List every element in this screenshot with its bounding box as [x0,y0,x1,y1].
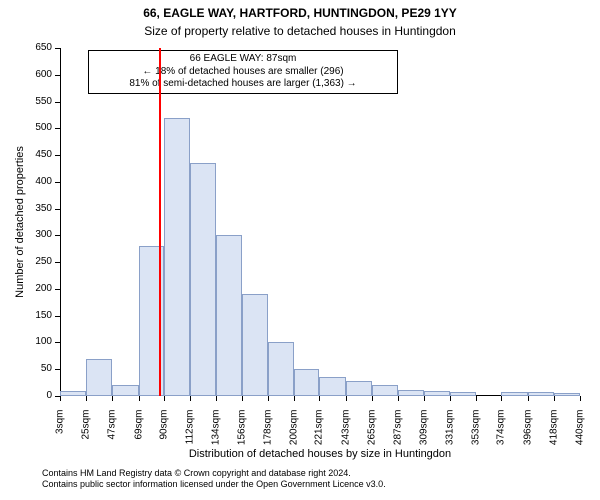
histogram-bar [164,118,190,396]
histogram-bar [112,385,138,396]
y-tick-mark [55,316,60,317]
attribution-line2: Contains public sector information licen… [42,479,592,490]
y-tick-label: 350 [0,203,52,214]
x-tick-mark [139,396,140,401]
x-tick-label: 374sqm [496,410,507,460]
histogram-bar [216,235,242,396]
histogram-bar [528,392,554,396]
y-tick-mark [55,235,60,236]
x-tick-mark [268,396,269,401]
x-tick-mark [112,396,113,401]
y-tick-label: 550 [0,96,52,107]
x-tick-mark [528,396,529,401]
x-tick-mark [60,396,61,401]
x-tick-label: 69sqm [133,410,144,460]
info-box: 66 EAGLE WAY: 87sqm ← 18% of detached ho… [88,50,398,94]
x-tick-mark [242,396,243,401]
y-tick-label: 500 [0,122,52,133]
histogram-bar [242,294,268,396]
y-tick-mark [55,128,60,129]
y-tick-label: 0 [0,390,52,401]
info-box-line1: 66 EAGLE WAY: 87sqm [93,53,393,66]
x-tick-label: 331sqm [445,410,456,460]
x-tick-mark [554,396,555,401]
attribution-text: Contains HM Land Registry data © Crown c… [42,468,592,491]
y-tick-label: 100 [0,336,52,347]
x-tick-mark [372,396,373,401]
histogram-bar [554,393,580,396]
y-tick-label: 250 [0,256,52,267]
histogram-bar [86,359,112,396]
histogram-bar [372,385,398,396]
histogram-bar [294,369,319,396]
chart-title-line2: Size of property relative to detached ho… [0,24,600,38]
x-tick-mark [164,396,165,401]
x-tick-label: 396sqm [522,410,533,460]
histogram-bar [346,381,372,396]
y-tick-label: 300 [0,229,52,240]
y-tick-mark [55,155,60,156]
histogram-bar [424,391,450,396]
x-tick-label: 3sqm [55,410,66,460]
x-tick-label: 418sqm [548,410,559,460]
histogram-bar [190,163,216,396]
info-box-line3: 81% of semi-detached houses are larger (… [93,78,393,91]
x-tick-label: 265sqm [366,410,377,460]
x-tick-mark [476,396,477,401]
chart-root: { "titles": { "line1": "66, EAGLE WAY, H… [0,0,600,500]
histogram-bar [398,390,424,396]
y-tick-mark [55,262,60,263]
y-tick-mark [55,75,60,76]
x-tick-label: 25sqm [81,410,92,460]
y-tick-label: 400 [0,176,52,187]
x-tick-mark [450,396,451,401]
x-tick-mark [190,396,191,401]
x-tick-label: 440sqm [575,410,586,460]
x-tick-label: 200sqm [289,410,300,460]
y-tick-mark [55,342,60,343]
y-tick-mark [55,182,60,183]
x-tick-label: 287sqm [392,410,403,460]
x-tick-label: 47sqm [107,410,118,460]
attribution-line1: Contains HM Land Registry data © Crown c… [42,468,592,479]
x-tick-mark [294,396,295,401]
histogram-bar [60,391,86,396]
x-tick-label: 156sqm [237,410,248,460]
y-tick-label: 150 [0,310,52,321]
x-tick-label: 90sqm [158,410,169,460]
y-tick-label: 50 [0,363,52,374]
x-tick-label: 243sqm [340,410,351,460]
y-tick-label: 450 [0,149,52,160]
histogram-bar [268,342,294,396]
x-tick-label: 112sqm [184,410,195,460]
y-tick-label: 600 [0,69,52,80]
y-tick-label: 200 [0,283,52,294]
x-tick-label: 309sqm [419,410,430,460]
x-tick-label: 353sqm [471,410,482,460]
x-tick-label: 221sqm [314,410,325,460]
x-tick-mark [86,396,87,401]
histogram-bar [501,392,527,396]
x-tick-mark [319,396,320,401]
y-tick-mark [55,289,60,290]
x-tick-mark [580,396,581,401]
marker-line [159,48,161,396]
x-tick-mark [398,396,399,401]
x-tick-label: 178sqm [263,410,274,460]
y-tick-mark [55,48,60,49]
y-tick-mark [55,209,60,210]
histogram-bar [450,392,476,396]
x-tick-mark [216,396,217,401]
x-tick-mark [346,396,347,401]
y-tick-mark [55,102,60,103]
info-box-line2: ← 18% of detached houses are smaller (29… [93,66,393,79]
chart-title-line1: 66, EAGLE WAY, HARTFORD, HUNTINGDON, PE2… [0,6,600,20]
y-tick-mark [55,369,60,370]
x-tick-label: 134sqm [210,410,221,460]
histogram-bar [319,377,345,396]
x-tick-mark [501,396,502,401]
y-tick-label: 650 [0,42,52,53]
x-tick-mark [424,396,425,401]
